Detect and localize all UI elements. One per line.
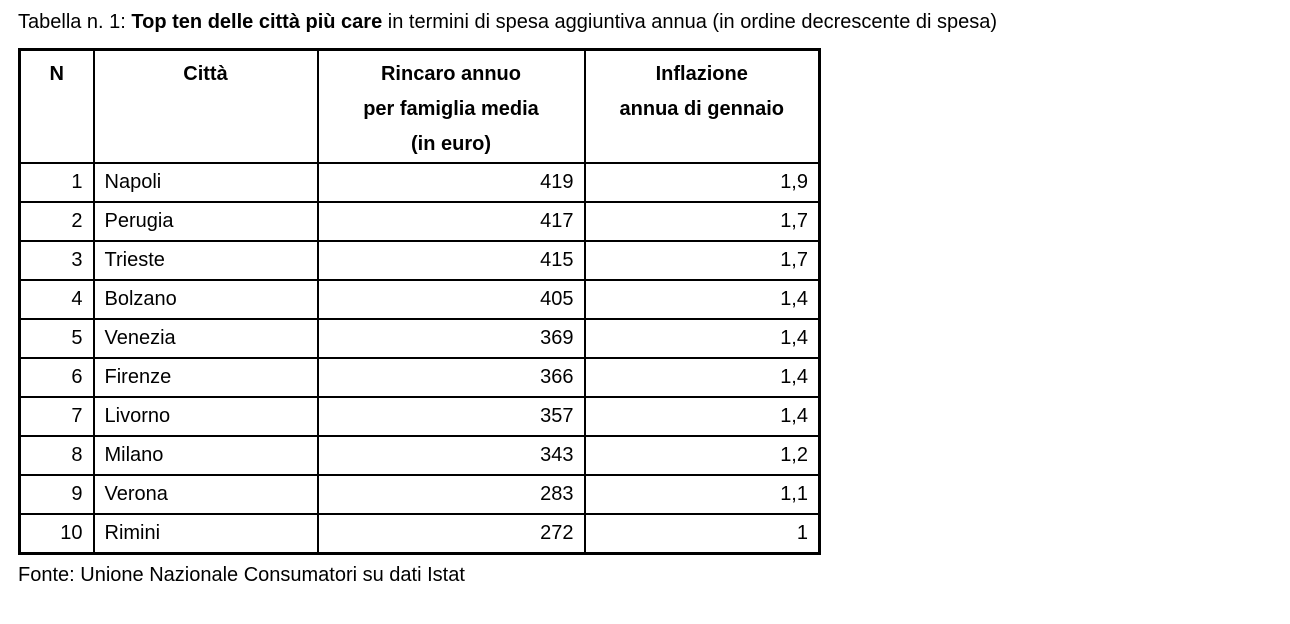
cell-inflation: 1,4: [583, 318, 821, 359]
table-header: N Città Rincaro annuo per famiglia media…: [18, 48, 821, 164]
cell-city: Perugia: [92, 201, 319, 242]
cell-city: Rimini: [92, 513, 319, 554]
header-january-inflation: Inflazione annua di gennaio: [583, 48, 821, 164]
cell-city: Firenze: [92, 357, 319, 398]
table-row: 10 Rimini 272 1: [18, 513, 821, 554]
cell-inflation: 1,1: [583, 474, 821, 515]
table-row: 4 Bolzano 405 1,4: [18, 279, 821, 320]
cell-increase: 283: [316, 474, 586, 515]
cell-increase: 405: [316, 279, 586, 320]
caption-bold-title: Top ten delle città più care: [131, 11, 383, 33]
table-row: 9 Verona 283 1,1: [18, 474, 821, 515]
cell-rank: 8: [18, 435, 95, 476]
cell-rank: 9: [18, 474, 95, 515]
table-row: 6 Firenze 366 1,4: [18, 357, 821, 398]
cell-increase: 357: [316, 396, 586, 437]
cell-inflation: 1,7: [583, 201, 821, 242]
table-row: 8 Milano 343 1,2: [18, 435, 821, 476]
cell-increase: 419: [316, 162, 586, 203]
source-note: Fonte: Unione Nazionale Consumatori su d…: [18, 563, 465, 586]
top-ten-cities-table: N Città Rincaro annuo per famiglia media…: [18, 48, 821, 555]
cell-rank: 4: [18, 279, 95, 320]
header-rank: N: [18, 48, 95, 164]
cell-inflation: 1,7: [583, 240, 821, 281]
cell-increase: 417: [316, 201, 586, 242]
cell-increase: 369: [316, 318, 586, 359]
cell-increase: 415: [316, 240, 586, 281]
cell-inflation: 1,4: [583, 279, 821, 320]
header-row: N Città Rincaro annuo per famiglia media…: [18, 48, 821, 164]
cell-rank: 2: [18, 201, 95, 242]
cell-inflation: 1,4: [583, 396, 821, 437]
cell-city: Venezia: [92, 318, 319, 359]
cell-city: Bolzano: [92, 279, 319, 320]
cell-inflation: 1,2: [583, 435, 821, 476]
cell-inflation: 1,9: [583, 162, 821, 203]
cell-rank: 3: [18, 240, 95, 281]
cell-city: Napoli: [92, 162, 319, 203]
cell-rank: 7: [18, 396, 95, 437]
cell-city: Milano: [92, 435, 319, 476]
cell-rank: 10: [18, 513, 95, 554]
cell-inflation: 1: [583, 513, 821, 554]
caption-suffix: in termini di spesa aggiuntiva annua (in…: [382, 11, 998, 33]
table-row: 7 Livorno 357 1,4: [18, 396, 821, 437]
table-row: 3 Trieste 415 1,7: [18, 240, 821, 281]
cell-city: Trieste: [92, 240, 319, 281]
caption-prefix: Tabella n. 1:: [18, 11, 132, 33]
cell-rank: 5: [18, 318, 95, 359]
cell-city: Livorno: [92, 396, 319, 437]
header-annual-increase: Rincaro annuo per famiglia media (in eur…: [316, 48, 586, 164]
table-row: 1 Napoli 419 1,9: [18, 162, 821, 203]
cell-rank: 6: [18, 357, 95, 398]
table-caption: Tabella n. 1: Top ten delle città più ca…: [18, 9, 1290, 35]
table-body: 1 Napoli 419 1,9 2 Perugia 417 1,7 3 Trieste 415 1,…: [18, 162, 821, 554]
table-row: 5 Venezia 369 1,4: [18, 318, 821, 359]
cell-increase: 272: [316, 513, 586, 554]
cell-increase: 343: [316, 435, 586, 476]
cell-rank: 1: [18, 162, 95, 203]
cell-increase: 366: [316, 357, 586, 398]
cell-inflation: 1,4: [583, 357, 821, 398]
table-row: 2 Perugia 417 1,7: [18, 201, 821, 242]
cell-city: Verona: [92, 474, 319, 515]
header-city: Città: [92, 48, 319, 164]
